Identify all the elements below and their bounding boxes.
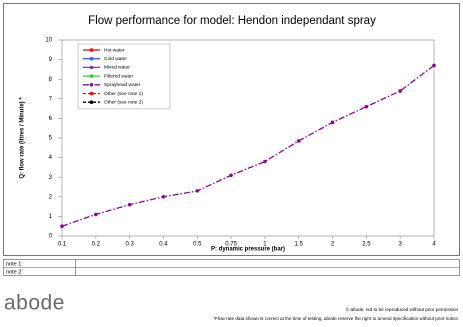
- data-point: [364, 104, 369, 109]
- legend-marker: [89, 83, 94, 87]
- legend-label: Sprayhead water: [104, 82, 141, 88]
- legend-marker: [89, 74, 94, 78]
- data-point: [60, 224, 64, 228]
- x-tick-label: 0.5: [193, 242, 202, 248]
- x-tick-label: 1.5: [295, 242, 304, 248]
- y-tick-label: 3: [49, 175, 53, 181]
- copyright: © abode, not to be reproduced without pr…: [346, 306, 459, 312]
- x-tick-label: 0.75: [225, 242, 237, 248]
- data-point: [432, 63, 436, 68]
- x-tick-label: 3: [399, 242, 403, 248]
- x-tick-label: 4: [432, 242, 436, 248]
- y-tick-label: 6: [49, 116, 53, 122]
- series-line: [61, 64, 435, 227]
- x-tick-label: 2: [331, 242, 335, 248]
- note-label: note 1:: [6, 261, 23, 267]
- legend-label: Filtered water: [104, 73, 133, 79]
- y-tick-label: 7: [49, 96, 53, 102]
- y-tick-label: 1: [49, 214, 53, 220]
- legend-marker: [89, 65, 94, 70]
- y-tick-label: 10: [45, 38, 52, 44]
- legend-label: Other (see note 2): [104, 99, 143, 105]
- x-tick-label: 0.3: [125, 242, 134, 248]
- y-axis-label: Q: flow rate (litres / Minute) *: [20, 97, 26, 179]
- x-tick-label: 2.5: [362, 242, 371, 248]
- logo: abode: [4, 292, 65, 315]
- data-point: [398, 89, 402, 93]
- data-point: [127, 202, 132, 207]
- y-tick-label: 5: [49, 136, 53, 142]
- legend-marker: [89, 56, 94, 61]
- data-point: [94, 212, 98, 217]
- data-point: [161, 195, 166, 199]
- legend-label: Cold water: [104, 56, 127, 62]
- chart-title: Flow performance for model: Hendon indep…: [88, 15, 376, 27]
- x-tick-label: 0.2: [92, 242, 101, 248]
- legend-label: Other (see note 1): [104, 91, 143, 97]
- legend-label: Hot water: [104, 47, 125, 53]
- y-tick-label: 8: [49, 77, 53, 83]
- disclaimer: *Flow rate data shown is correct at the …: [213, 316, 458, 321]
- y-tick-label: 0: [49, 234, 53, 240]
- legend-marker: [89, 100, 94, 104]
- x-tick-label: 0.1: [58, 242, 67, 248]
- data-point: [296, 139, 301, 143]
- y-tick-label: 2: [49, 194, 53, 200]
- legend-marker: [89, 91, 94, 96]
- data-point: [195, 189, 200, 193]
- chart-frame: [3, 3, 460, 256]
- y-tick-label: 4: [49, 155, 53, 161]
- y-tick-label: 9: [49, 57, 53, 63]
- data-point: [330, 120, 335, 125]
- x-tick-label: 1: [263, 242, 267, 248]
- data-point: [229, 173, 233, 178]
- legend-marker: [89, 48, 94, 52]
- note-label: note 2:: [6, 269, 23, 275]
- legend-label: Mixed water: [104, 65, 130, 71]
- data-point: [263, 159, 267, 164]
- x-tick-label: 0.4: [159, 242, 168, 248]
- x-axis-label: P: dynamic pressure (bar): [211, 247, 285, 253]
- notes-table: note 1: note 2:: [3, 259, 460, 276]
